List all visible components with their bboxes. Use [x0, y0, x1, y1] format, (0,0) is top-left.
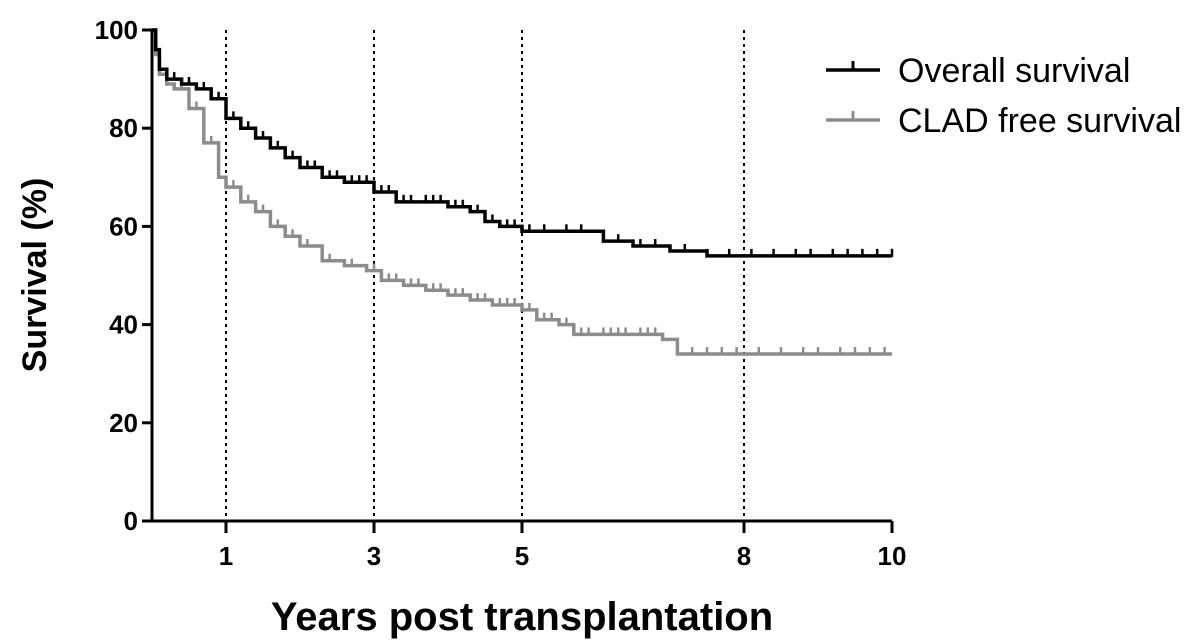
survival-curves — [152, 28, 894, 356]
legend: Overall survival CLAD free survival — [826, 52, 1181, 140]
x-axis-title: Years post transplantation — [271, 595, 773, 639]
x-tick-label-1: 1 — [219, 541, 233, 571]
reference-lines — [225, 30, 745, 521]
legend-label: Overall survival — [898, 52, 1130, 90]
y-tick-label-100: 100 — [95, 15, 138, 45]
x-ticks: 1 3 5 8 10 — [219, 521, 907, 571]
curve-clad-free-survival — [152, 28, 892, 356]
series-clad-free-survival — [152, 28, 892, 356]
y-tick-label-0: 0 — [124, 506, 138, 536]
y-tick-label-20: 20 — [109, 408, 138, 438]
x-tick-label-8: 8 — [737, 541, 751, 571]
x-tick-label-10: 10 — [878, 541, 907, 571]
y-tick-label-80: 80 — [109, 113, 138, 143]
y-axis-title: Survival (%) — [16, 178, 54, 373]
legend-label: CLAD free survival — [898, 102, 1181, 140]
x-tick-label-3: 3 — [367, 541, 381, 571]
legend-item-overall-survival: Overall survival — [826, 52, 1130, 90]
series-overall-survival — [152, 28, 894, 258]
y-tick-label-40: 40 — [109, 310, 138, 340]
curve-overall-survival — [152, 28, 892, 258]
y-ticks: 0 20 40 60 80 100 — [95, 15, 152, 536]
legend-item-clad-free-survival: CLAD free survival — [826, 102, 1181, 140]
x-tick-label-5: 5 — [515, 541, 529, 571]
y-tick-label-60: 60 — [109, 211, 138, 241]
